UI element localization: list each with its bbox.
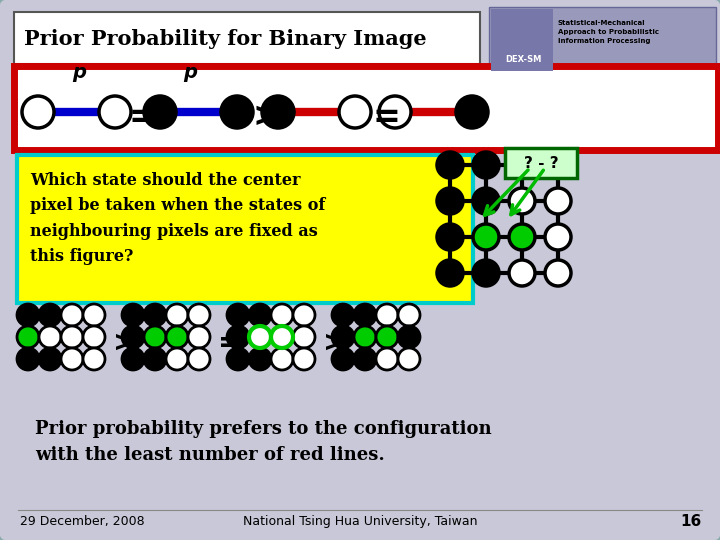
FancyBboxPatch shape: [491, 9, 553, 71]
Circle shape: [545, 152, 571, 178]
Circle shape: [398, 326, 420, 348]
Circle shape: [61, 304, 83, 326]
Circle shape: [144, 96, 176, 128]
Circle shape: [473, 260, 499, 286]
Text: National Tsing Hua University, Taiwan: National Tsing Hua University, Taiwan: [243, 516, 477, 529]
Text: Approach to Probabilistic: Approach to Probabilistic: [558, 29, 659, 35]
Circle shape: [227, 348, 249, 370]
Circle shape: [122, 348, 144, 370]
Text: Prior Probability for Binary Image: Prior Probability for Binary Image: [24, 29, 427, 49]
Circle shape: [83, 304, 105, 326]
Circle shape: [293, 326, 315, 348]
Circle shape: [188, 326, 210, 348]
Text: ? - ?: ? - ?: [523, 156, 558, 171]
Text: 16: 16: [680, 515, 702, 530]
Circle shape: [545, 260, 571, 286]
Circle shape: [398, 304, 420, 326]
Circle shape: [249, 326, 271, 348]
Circle shape: [144, 304, 166, 326]
Circle shape: [271, 326, 293, 348]
Text: =: =: [218, 329, 241, 357]
Text: >: >: [113, 329, 136, 357]
Circle shape: [509, 224, 535, 250]
Circle shape: [144, 326, 166, 348]
Circle shape: [122, 326, 144, 348]
Circle shape: [99, 96, 131, 128]
Circle shape: [188, 348, 210, 370]
Circle shape: [473, 188, 499, 214]
Circle shape: [249, 326, 271, 348]
Circle shape: [379, 96, 411, 128]
Circle shape: [376, 304, 398, 326]
FancyBboxPatch shape: [505, 148, 577, 178]
Circle shape: [271, 326, 293, 348]
Text: 29 December, 2008: 29 December, 2008: [20, 516, 145, 529]
Circle shape: [122, 304, 144, 326]
Circle shape: [83, 326, 105, 348]
Circle shape: [456, 96, 488, 128]
Circle shape: [473, 152, 499, 178]
FancyBboxPatch shape: [14, 66, 718, 150]
Circle shape: [166, 348, 188, 370]
Circle shape: [17, 348, 39, 370]
Circle shape: [271, 348, 293, 370]
Text: Which state should the center
pixel be taken when the states of
neighbouring pix: Which state should the center pixel be t…: [30, 172, 325, 265]
Circle shape: [545, 224, 571, 250]
Circle shape: [437, 260, 463, 286]
Circle shape: [227, 304, 249, 326]
FancyBboxPatch shape: [489, 7, 716, 77]
Circle shape: [473, 224, 499, 250]
Circle shape: [509, 188, 535, 214]
Circle shape: [437, 188, 463, 214]
Text: >: >: [323, 329, 346, 357]
Circle shape: [354, 348, 376, 370]
Text: Information Processing: Information Processing: [558, 38, 650, 44]
Circle shape: [166, 326, 188, 348]
Circle shape: [61, 348, 83, 370]
Circle shape: [509, 260, 535, 286]
Circle shape: [293, 348, 315, 370]
Text: Statistical-Mechanical: Statistical-Mechanical: [558, 20, 646, 26]
Circle shape: [227, 326, 249, 348]
Circle shape: [509, 152, 535, 178]
Circle shape: [249, 348, 271, 370]
Circle shape: [437, 224, 463, 250]
Circle shape: [332, 304, 354, 326]
Circle shape: [339, 96, 371, 128]
FancyBboxPatch shape: [14, 12, 480, 64]
Circle shape: [144, 348, 166, 370]
Text: >: >: [252, 100, 280, 133]
Circle shape: [545, 188, 571, 214]
FancyBboxPatch shape: [17, 155, 473, 303]
Text: =: =: [128, 100, 156, 133]
Text: p: p: [72, 63, 86, 82]
Circle shape: [271, 304, 293, 326]
Circle shape: [293, 304, 315, 326]
Text: Prior probability prefers to the configuration
with the least number of red line: Prior probability prefers to the configu…: [35, 420, 492, 464]
Circle shape: [17, 326, 39, 348]
Circle shape: [262, 96, 294, 128]
Circle shape: [166, 304, 188, 326]
Text: DEX-SM: DEX-SM: [505, 55, 541, 64]
Circle shape: [354, 304, 376, 326]
Circle shape: [437, 152, 463, 178]
Circle shape: [188, 304, 210, 326]
Circle shape: [376, 326, 398, 348]
Circle shape: [83, 348, 105, 370]
Circle shape: [39, 326, 61, 348]
Circle shape: [376, 348, 398, 370]
Circle shape: [61, 326, 83, 348]
Circle shape: [22, 96, 54, 128]
Circle shape: [17, 304, 39, 326]
Text: =: =: [372, 100, 400, 133]
Circle shape: [249, 304, 271, 326]
Circle shape: [398, 348, 420, 370]
Circle shape: [332, 348, 354, 370]
Text: p: p: [183, 63, 197, 82]
Circle shape: [249, 326, 271, 348]
Circle shape: [39, 348, 61, 370]
Circle shape: [221, 96, 253, 128]
Circle shape: [354, 326, 376, 348]
Circle shape: [332, 326, 354, 348]
